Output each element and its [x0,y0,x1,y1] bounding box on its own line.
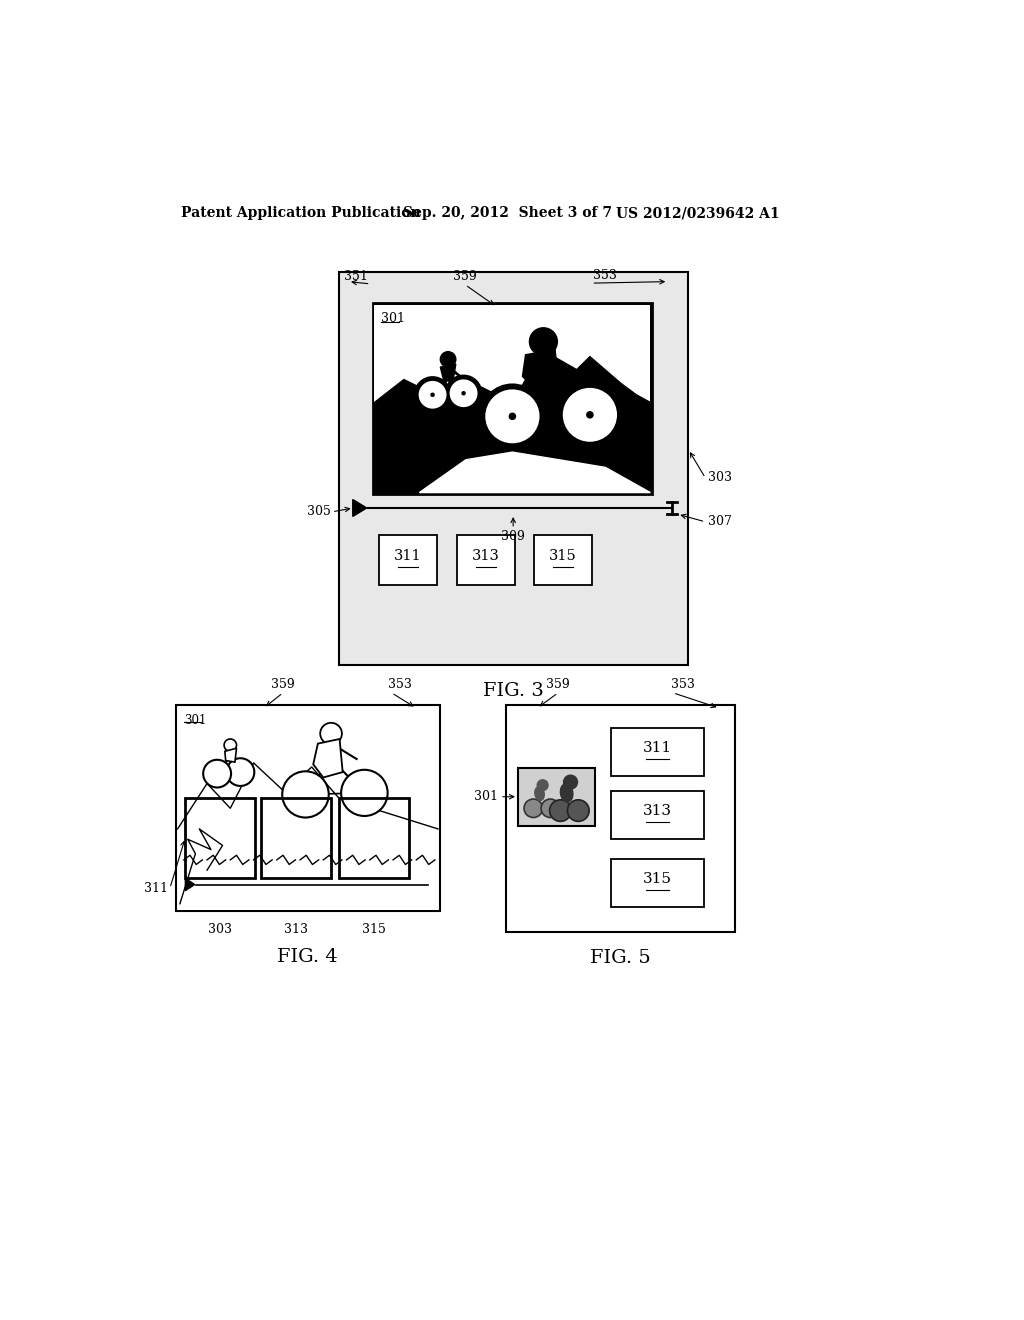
Ellipse shape [560,784,572,803]
Text: 315: 315 [643,873,672,886]
Circle shape [446,376,480,411]
Text: 315: 315 [361,923,386,936]
Circle shape [431,393,434,396]
Circle shape [550,800,571,821]
Text: FIG. 3: FIG. 3 [482,682,544,700]
Ellipse shape [535,338,552,350]
Text: 311: 311 [394,549,422,564]
Polygon shape [375,428,650,492]
Circle shape [481,385,544,447]
Text: US 2012/0239642 A1: US 2012/0239642 A1 [616,206,780,220]
Bar [457,535,515,585]
Circle shape [283,771,329,817]
Circle shape [440,351,456,367]
Text: 313: 313 [285,923,308,936]
Circle shape [203,760,231,788]
Circle shape [321,723,342,744]
Text: 313: 313 [472,549,500,564]
Polygon shape [352,499,367,516]
Circle shape [450,379,477,407]
Polygon shape [225,748,237,762]
Text: 313: 313 [643,804,672,818]
Ellipse shape [535,787,545,800]
Bar [518,768,595,826]
Circle shape [462,392,465,395]
Circle shape [538,780,548,791]
Bar [185,797,255,878]
Bar [373,304,652,494]
Circle shape [587,412,593,418]
Bar [339,272,687,665]
Text: 359: 359 [271,678,295,692]
Bar [611,859,703,907]
Circle shape [419,381,446,409]
Bar [379,535,437,585]
Circle shape [485,389,540,444]
Text: 301: 301 [474,791,499,804]
Polygon shape [440,364,456,383]
Text: FIG. 4: FIG. 4 [278,948,338,966]
Text: 309: 309 [501,529,525,543]
Text: 311: 311 [144,882,168,895]
Text: 359: 359 [454,271,477,284]
Circle shape [226,758,254,785]
Text: 307: 307 [708,515,731,528]
Text: 301: 301 [381,313,404,326]
Text: Patent Application Publication: Patent Application Publication [180,206,420,220]
Polygon shape [185,878,195,891]
Bar [176,705,439,911]
Bar [611,792,703,840]
Polygon shape [313,739,343,777]
Text: 305: 305 [307,506,331,519]
Circle shape [416,378,450,412]
Text: 301: 301 [183,714,206,727]
Text: 303: 303 [708,471,732,484]
Circle shape [567,800,589,821]
Circle shape [224,739,237,751]
Polygon shape [522,350,559,391]
Text: 353: 353 [671,678,694,692]
Bar [535,535,592,585]
Text: 359: 359 [546,678,570,692]
Text: 353: 353 [593,268,616,281]
Bar [506,705,735,932]
Circle shape [524,799,543,817]
Bar [177,706,438,909]
Bar [611,729,703,776]
Text: FIG. 5: FIG. 5 [590,949,650,968]
Text: 351: 351 [344,271,369,284]
Circle shape [341,770,388,816]
Bar [339,797,409,878]
Circle shape [541,799,560,817]
Polygon shape [420,453,650,492]
Circle shape [563,775,578,789]
Circle shape [509,413,515,420]
Bar [375,305,650,404]
Text: 311: 311 [643,742,672,755]
Circle shape [529,327,557,355]
Text: 315: 315 [549,549,578,564]
Bar [261,797,331,878]
Circle shape [563,388,617,442]
Text: Sep. 20, 2012  Sheet 3 of 7: Sep. 20, 2012 Sheet 3 of 7 [403,206,612,220]
Polygon shape [375,380,512,492]
Text: 353: 353 [388,678,412,692]
Circle shape [559,384,621,446]
Text: 303: 303 [208,923,232,936]
Polygon shape [512,356,650,492]
